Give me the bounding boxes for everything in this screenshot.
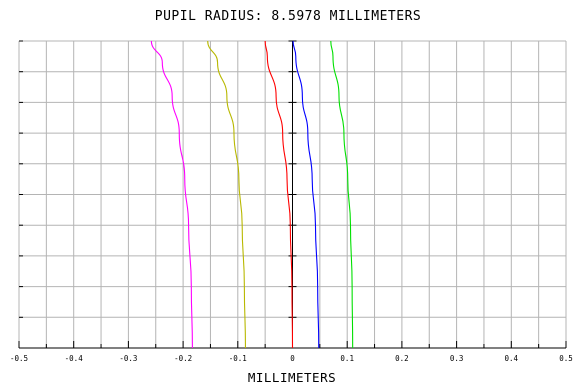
x-axis-label: MILLIMETERS: [248, 370, 336, 385]
x-tick-labels: -0.5 -0.4 -0.3 -0.2 -0.1 0 0.1 0.2 0.3 0.4 0.5: [10, 354, 573, 363]
series-line-1: [150, 40, 193, 349]
x-tick-label: -0.4: [65, 354, 84, 363]
series-line-2: [207, 40, 247, 349]
series-group: [150, 40, 354, 349]
x-tick-label: -0.2: [174, 354, 192, 363]
x-tick-label: 0.5: [559, 354, 573, 363]
series-line-3: [264, 40, 294, 349]
x-tick-label: 0.3: [450, 354, 464, 363]
x-tick-label: 0.4: [505, 354, 519, 363]
chart-title: PUPIL RADIUS: 8.5978 MILLIMETERS: [155, 9, 421, 24]
x-tick-label: -0.5: [10, 354, 28, 363]
x-tick-label: 0.2: [395, 354, 409, 363]
series-line-5: [330, 40, 354, 349]
x-tick-label: 0.1: [340, 354, 354, 363]
x-tick-label: -0.1: [229, 354, 247, 363]
x-tick-label: -0.3: [119, 354, 137, 363]
series-line-4: [292, 40, 320, 349]
x-tick-label: 0: [290, 354, 295, 363]
